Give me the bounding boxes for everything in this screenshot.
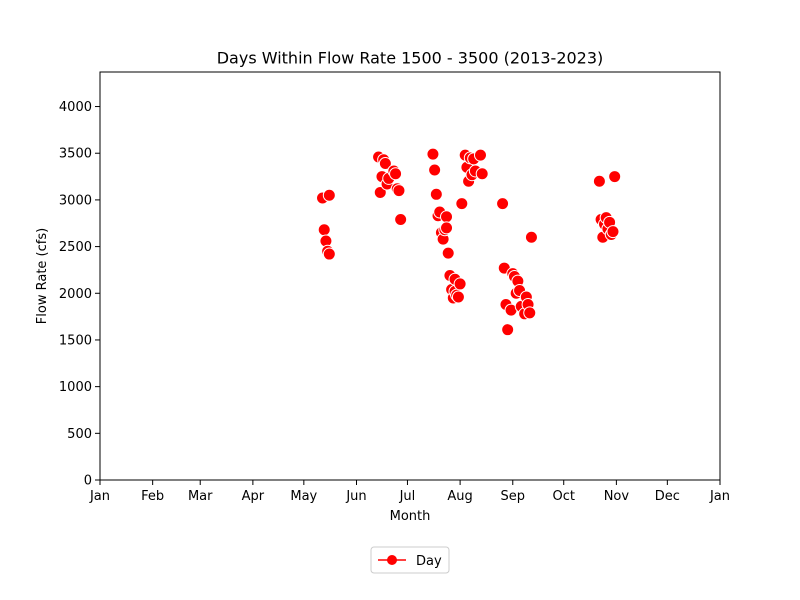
x-tick-label: Nov — [604, 489, 630, 504]
x-tick-label: Sep — [501, 489, 526, 504]
data-point — [606, 225, 620, 239]
data-point — [440, 210, 454, 224]
data-point — [378, 156, 392, 170]
plot-area: Jan Feb Mar Apr May Jun Jul Aug Sep Oct Nov Dec Jan … — [59, 71, 730, 504]
legend-box — [370, 546, 450, 574]
y-tick-label: 3500 — [59, 147, 92, 162]
x-tick-label: Jun — [345, 489, 366, 504]
y-tick-label: 2500 — [59, 240, 92, 255]
y-tick-label: 3000 — [59, 193, 92, 208]
x-tick-label: Mar — [188, 489, 213, 504]
x-tick-label: May — [290, 489, 317, 504]
data-point — [524, 230, 538, 244]
x-axis-label: Month — [390, 509, 431, 524]
data-point — [389, 167, 403, 181]
data-point — [473, 148, 487, 162]
data-points — [316, 147, 622, 337]
data-point — [373, 185, 387, 199]
x-tick-label: Dec — [655, 489, 680, 504]
data-point — [453, 277, 467, 291]
data-point — [429, 187, 443, 201]
y-tick-label: 2000 — [59, 287, 92, 302]
data-point — [317, 223, 331, 237]
y-tick-label: 1000 — [59, 380, 92, 395]
x-tick-label: Apr — [242, 489, 265, 504]
y-tick-label: 500 — [67, 427, 92, 442]
x-tick-label: Feb — [141, 489, 164, 504]
legend-label: Day — [416, 554, 442, 569]
data-point — [440, 221, 454, 235]
x-tick-label: Jan — [89, 489, 110, 504]
data-point — [428, 163, 442, 177]
plot-frame — [99, 71, 721, 481]
y-tick-label: 4000 — [59, 100, 92, 115]
legend-marker — [387, 555, 397, 565]
data-point — [523, 306, 537, 320]
data-point — [475, 167, 489, 181]
y-axis-label: Flow Rate (cfs) — [35, 228, 50, 324]
data-point — [392, 184, 406, 198]
data-point — [451, 290, 465, 304]
y-axis: 0 500 1000 1500 2000 2500 3000 3500 4000 — [59, 100, 100, 489]
data-point — [496, 197, 510, 211]
data-point — [455, 197, 469, 211]
data-point — [322, 188, 336, 202]
data-point — [501, 323, 515, 337]
chart-title: Days Within Flow Rate 1500 - 3500 (2013-… — [217, 49, 604, 68]
data-point — [592, 174, 606, 188]
y-tick-label: 1500 — [59, 333, 92, 348]
data-point — [394, 213, 408, 227]
y-tick-label: 0 — [84, 474, 92, 489]
x-tick-label: Aug — [447, 489, 472, 504]
x-tick-label: Oct — [552, 489, 574, 504]
x-axis: Jan Feb Mar Apr May Jun Jul Aug Sep Oct Nov Dec Jan — [89, 480, 730, 504]
data-point — [322, 247, 336, 261]
x-tick-label: Jul — [399, 489, 416, 504]
data-point — [608, 170, 622, 184]
legend: Day — [370, 546, 450, 574]
data-point — [441, 246, 455, 260]
data-point — [426, 147, 440, 161]
x-tick-label: Jan — [709, 489, 730, 504]
